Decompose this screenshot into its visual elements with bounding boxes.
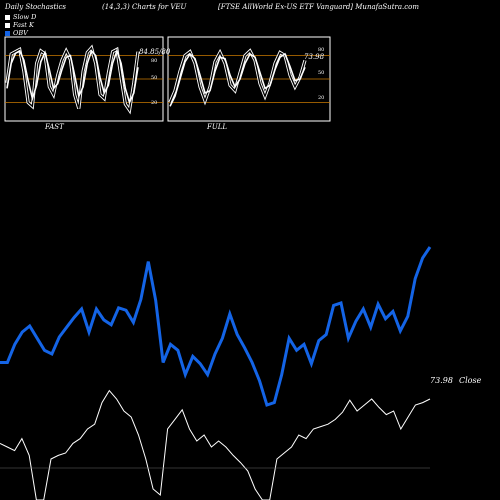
legend-label-slow-d: Slow D xyxy=(13,13,37,21)
fast-panel: 84.85/80 80 50 20 xyxy=(4,36,171,122)
full-fast-k-line xyxy=(168,48,307,106)
fast-panel-label: FAST xyxy=(45,123,64,131)
full-panel: 73.98 80 50 20 xyxy=(167,36,331,122)
legend-label-fast-k: Fast K xyxy=(13,21,34,29)
legend-swatch-slow-d xyxy=(5,14,10,20)
close-label: Close xyxy=(459,376,482,385)
legend-slow-d: Slow D xyxy=(5,13,36,21)
price-line xyxy=(0,389,431,500)
fast-fast-k-inner xyxy=(6,46,139,113)
fast-tick-20: 20 xyxy=(151,100,157,106)
obv-line xyxy=(0,246,432,407)
legend-fast-k: Fast K xyxy=(5,21,34,29)
chart-type-title: Daily Stochastics xyxy=(5,3,67,11)
obv-chart xyxy=(0,246,432,500)
fast-value-label: 84.85/80 xyxy=(139,48,171,56)
full-value-label: 73.98 xyxy=(304,53,325,61)
fast-tick-80: 80 xyxy=(151,58,157,64)
legend-obv: OBV xyxy=(5,29,28,37)
fast-tick-50: 50 xyxy=(151,75,157,81)
chart-params-title: (14,3,3) Charts for VEU xyxy=(102,3,187,11)
full-tick-20: 20 xyxy=(318,95,324,101)
instrument-title: [FTSE AllWorld Ex-US ETF Vanguard] Munaf… xyxy=(218,3,420,11)
full-tick-80: 80 xyxy=(318,47,324,53)
last-price-label: 73.98 xyxy=(430,376,453,385)
full-slow-d-line xyxy=(169,52,306,107)
legend-swatch-obv xyxy=(5,30,10,36)
full-tick-50: 50 xyxy=(318,70,324,76)
legend-swatch-fast-k xyxy=(5,22,10,28)
full-panel-label: FULL xyxy=(207,123,228,131)
fast-slow-d-line xyxy=(6,48,139,105)
legend-label-obv: OBV xyxy=(13,29,28,37)
